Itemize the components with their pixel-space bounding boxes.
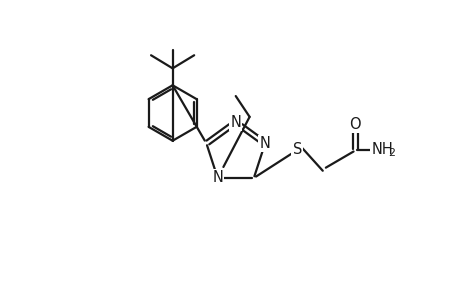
Text: N: N [259,136,270,151]
Text: 2: 2 [387,148,394,158]
Text: O: O [348,117,360,132]
Text: N: N [212,170,223,185]
Text: NH: NH [370,142,392,158]
Text: N: N [230,115,241,130]
Text: S: S [292,142,302,158]
